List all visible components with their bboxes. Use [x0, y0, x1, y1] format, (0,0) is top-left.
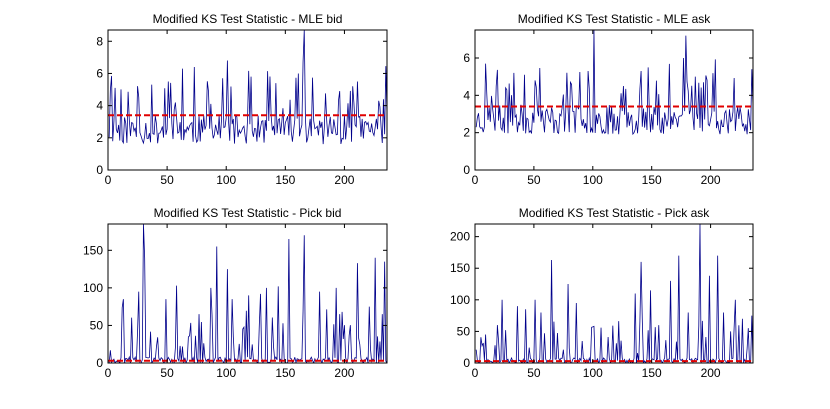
x-tick-label: 150 [642, 366, 662, 380]
axes-box-pick-ask [474, 223, 754, 364]
x-tick-label: 0 [105, 366, 112, 380]
y-tick-label: 150 [83, 243, 103, 257]
x-tick-label: 50 [160, 366, 174, 380]
y-tick-label: 150 [450, 261, 470, 275]
y-tick-label: 50 [90, 318, 104, 332]
title-mle-bid: Modified KS Test Statistic - MLE bid [153, 12, 343, 26]
x-tick-label: 150 [642, 173, 662, 187]
y-tick-label: 0 [463, 163, 470, 177]
y-tick-label: 100 [83, 281, 103, 295]
y-tick-label: 2 [463, 126, 470, 140]
series-line-mle-bid [108, 30, 387, 145]
panel-pick-ask: Modified KS Test Statistic - Pick ask 0 5… [450, 206, 754, 380]
x-tick-label: 100 [216, 366, 236, 380]
y-tick-label: 200 [450, 230, 470, 244]
series-line-pick-bid [108, 224, 387, 363]
axes-box-pick-bid [107, 223, 388, 364]
x-tick-label: 100 [583, 173, 603, 187]
x-tick-label: 200 [334, 173, 354, 187]
x-tick-label: 150 [275, 366, 295, 380]
x-tick-label: 0 [105, 173, 112, 187]
y-tick-label: 0 [96, 163, 103, 177]
panel-mle-ask: Modified KS Test Statistic - MLE ask 0 50… [463, 12, 754, 187]
title-pick-bid: Modified KS Test Statistic - Pick bid [154, 206, 342, 220]
x-tick-label: 0 [472, 173, 479, 187]
y-tick-label: 50 [457, 324, 471, 338]
y-tick-label: 6 [96, 66, 103, 80]
x-tick-label: 200 [334, 366, 354, 380]
x-tick-label: 50 [527, 173, 541, 187]
x-tick-label: 50 [160, 173, 174, 187]
x-tick-label: 150 [275, 173, 295, 187]
y-tick-label: 8 [96, 34, 103, 48]
y-tick-label: 4 [96, 99, 103, 113]
y-tick-label: 6 [463, 51, 470, 65]
y-tick-label: 0 [463, 356, 470, 370]
title-pick-ask: Modified KS Test Statistic - Pick ask [519, 206, 711, 220]
panel-mle-bid: Modified KS Test Statistic - MLE bid 0 50… [96, 12, 388, 187]
axes-box-mle-bid [107, 29, 388, 171]
y-tick-label: 4 [463, 88, 470, 102]
x-tick-label: 200 [701, 173, 721, 187]
series-line-mle-ask [475, 30, 753, 136]
x-tick-label: 100 [583, 366, 603, 380]
x-tick-label: 0 [472, 366, 479, 380]
axes-box-mle-ask [474, 29, 754, 171]
y-tick-label: 100 [450, 293, 470, 307]
x-tick-label: 200 [701, 366, 721, 380]
y-tick-label: 0 [96, 356, 103, 370]
title-mle-ask: Modified KS Test Statistic - MLE ask [518, 12, 712, 26]
y-tick-label: 2 [96, 131, 103, 145]
panel-pick-bid: Modified KS Test Statistic - Pick bid 0 5… [83, 206, 388, 380]
x-tick-label: 100 [216, 173, 236, 187]
x-tick-label: 50 [527, 366, 541, 380]
